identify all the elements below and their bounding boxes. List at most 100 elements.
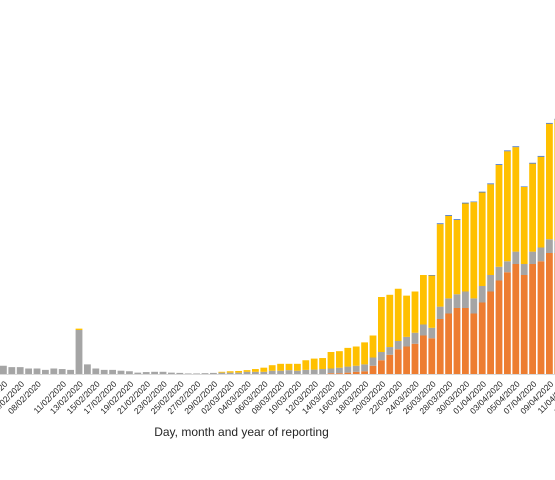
bar-segment-06-02-2020-s1 <box>16 367 24 375</box>
bar-segment-03-04-2020-s3 <box>495 164 503 165</box>
bar-segment-07-04-2020-s0 <box>529 264 536 374</box>
bar-segment-02-04-2020-s1 <box>487 275 494 292</box>
bar-segment-22-02-2020-s1 <box>151 371 158 374</box>
bar-segment-21-03-2020-s0 <box>386 354 394 374</box>
bar-segment-05-03-2020-s2 <box>252 369 259 372</box>
bar-segment-03-04-2020-s2 <box>495 165 503 267</box>
bar-segment-08-04-2020-s1 <box>537 247 545 262</box>
bar-segment-19-03-2020-s1 <box>369 357 377 366</box>
bar-segment-12-03-2020-s2 <box>310 358 318 370</box>
bar-segment-29-03-2020-s1 <box>453 294 461 308</box>
bar-segment-20-03-2020-s2 <box>378 297 385 352</box>
bar-segment-17-03-2020-s1 <box>352 365 360 372</box>
bar-segment-29-03-2020-s2 <box>453 220 461 295</box>
bar-segment-19-02-2020-s1 <box>126 371 133 374</box>
bar-segment-16-02-2020-s1 <box>100 369 108 375</box>
bar-segment-03-04-2020-s0 <box>495 280 503 374</box>
bar-segment-04-04-2020-s2 <box>504 151 511 262</box>
bar-segment-16-03-2020-s1 <box>344 366 352 373</box>
bar-segment-18-02-2020-s1 <box>117 370 125 374</box>
bar-segment-26-03-2020-s0 <box>428 338 436 374</box>
bar-segment-06-04-2020-s1 <box>520 264 528 275</box>
bar-segment-09-04-2020-s0 <box>546 253 553 374</box>
bar-segment-28-03-2020-s0 <box>445 313 452 374</box>
bar-segment-08-03-2020-s1 <box>277 370 284 374</box>
bar-segment-05-04-2020-s1 <box>512 251 520 265</box>
bar-segment-29-03-2020-s0 <box>453 308 461 374</box>
bar-segment-23-03-2020-s1 <box>403 336 410 347</box>
bar-segment-31-03-2020-s0 <box>470 313 478 374</box>
bar-segment-12-02-2020-s1 <box>67 369 74 375</box>
bar-segment-14-03-2020-s2 <box>327 352 335 369</box>
bar-segment-06-04-2020-s0 <box>520 275 528 374</box>
bar-segment-18-03-2020-s0 <box>361 371 368 374</box>
bar-segment-30-03-2020-s0 <box>462 308 469 374</box>
bar-segment-15-03-2020-s2 <box>336 351 343 368</box>
bar-segment-01-03-2020-s1 <box>218 372 226 375</box>
bar-segment-28-02-2020-s1 <box>201 373 209 374</box>
bar-segment-01-04-2020-s3 <box>478 191 486 193</box>
bar-segment-07-04-2020-s3 <box>529 162 536 164</box>
bar-segment-25-02-2020-s1 <box>176 372 184 374</box>
bar-segment-27-03-2020-s2 <box>436 224 444 307</box>
bar-segment-01-03-2020-s2 <box>218 371 226 373</box>
bar-segment-09-04-2020-s3 <box>546 122 553 124</box>
bar-segment-03-03-2020-s1 <box>235 372 242 375</box>
bar-segment-01-04-2020-s2 <box>478 192 486 286</box>
bar-segment-11-02-2020-s1 <box>58 369 66 374</box>
bar-segment-06-04-2020-s3 <box>520 186 528 187</box>
bar-segment-08-04-2020-s3 <box>537 155 545 157</box>
bar-segment-16-03-2020-s2 <box>344 347 352 367</box>
bars-layer <box>0 118 555 375</box>
bar-segment-20-03-2020-s1 <box>378 352 385 361</box>
bar-segment-13-03-2020-s2 <box>319 358 326 370</box>
bar-segment-15-03-2020-s0 <box>336 373 343 374</box>
bar-segment-15-03-2020-s1 <box>336 367 343 374</box>
bar-segment-08-04-2020-s2 <box>537 156 545 248</box>
bar-segment-22-03-2020-s1 <box>394 341 402 350</box>
bar-segment-25-03-2020-s1 <box>420 324 427 336</box>
bar-segment-27-03-2020-s3 <box>436 223 444 225</box>
bar-segment-27-02-2020-s1 <box>193 373 200 374</box>
bar-segment-07-04-2020-s1 <box>529 251 536 265</box>
bar-segment-21-03-2020-s1 <box>386 347 394 355</box>
bar-segment-10-03-2020-s1 <box>294 370 301 374</box>
bar-segment-05-04-2020-s0 <box>512 264 520 374</box>
bar-segment-30-03-2020-s3 <box>462 202 469 204</box>
bar-segment-04-03-2020-s1 <box>243 371 251 374</box>
bar-segment-26-03-2020-s2 <box>428 275 436 328</box>
bar-segment-03-04-2020-s1 <box>495 266 503 281</box>
bar-segment-19-03-2020-s2 <box>369 335 377 358</box>
bar-segment-13-03-2020-s1 <box>319 369 326 374</box>
x-tick-labels: 04/02/202006/02/202008/02/202011/02/2020… <box>0 379 555 416</box>
bar-segment-20-02-2020-s1 <box>134 372 142 375</box>
bar-segment-08-02-2020-s1 <box>33 368 41 374</box>
bar-segment-08-04-2020-s0 <box>537 261 545 374</box>
bar-segment-31-03-2020-s2 <box>470 202 478 299</box>
bar-segment-16-03-2020-s0 <box>344 372 352 375</box>
bar-segment-24-03-2020-s0 <box>411 343 419 374</box>
bar-segment-19-03-2020-s0 <box>369 365 377 374</box>
bar-segment-11-03-2020-s2 <box>302 360 310 370</box>
bar-segment-30-03-2020-s1 <box>462 291 469 308</box>
bar-segment-17-03-2020-s0 <box>352 371 360 374</box>
bar-segment-31-03-2020-s1 <box>470 298 478 314</box>
bar-segment-20-03-2020-s0 <box>378 360 385 374</box>
bar-segment-28-03-2020-s3 <box>445 215 452 216</box>
bar-segment-25-03-2020-s0 <box>420 335 427 374</box>
bar-segment-26-03-2020-s3 <box>428 275 436 276</box>
bar-segment-06-03-2020-s2 <box>260 367 268 372</box>
bar-segment-07-04-2020-s2 <box>529 163 536 252</box>
bar-segment-24-02-2020-s1 <box>168 372 175 375</box>
bar-segment-13-02-2020-s1 <box>75 330 83 374</box>
bar-segment-14-03-2020-s1 <box>327 368 335 374</box>
bar-segment-04-04-2020-s1 <box>504 261 511 273</box>
x-axis-label: Day, month and year of reporting <box>154 425 329 439</box>
bar-segment-23-02-2020-s1 <box>159 371 167 374</box>
bar-segment-30-03-2020-s2 <box>462 203 469 292</box>
bar-segment-09-03-2020-s2 <box>285 363 293 371</box>
bar-segment-09-04-2020-s1 <box>546 239 553 253</box>
bar-segment-14-02-2020-s1 <box>84 364 91 375</box>
